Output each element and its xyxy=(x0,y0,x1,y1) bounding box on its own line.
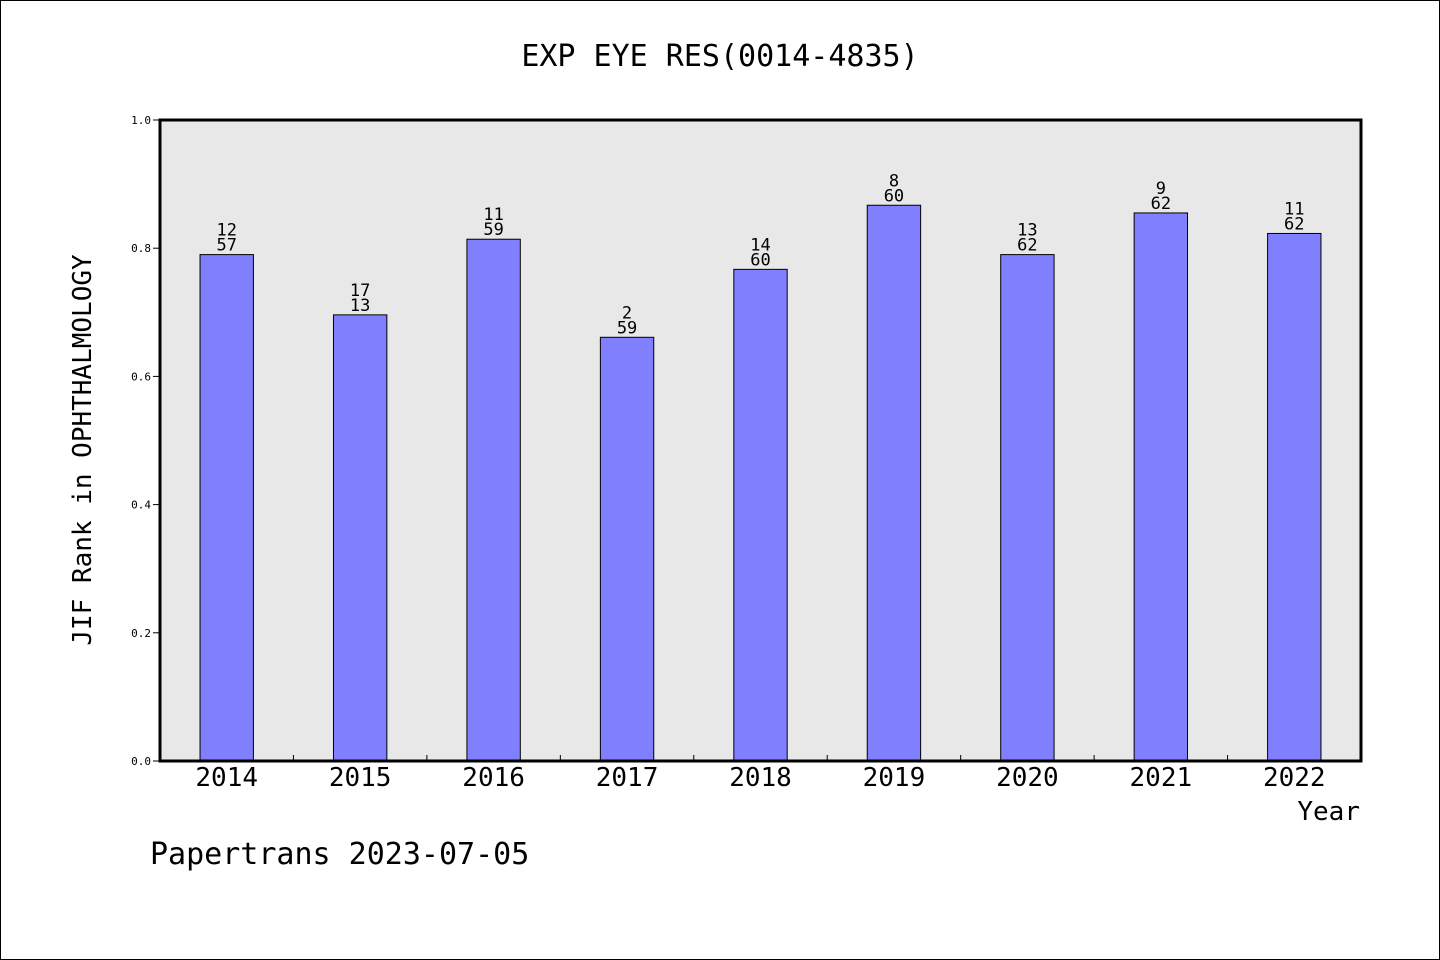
bar-label-bottom-2022: 62 xyxy=(1284,214,1304,234)
x-tick-label-2014: 2014 xyxy=(195,763,258,793)
bar-2019 xyxy=(866,204,922,762)
x-tick-label-2015: 2015 xyxy=(329,763,392,793)
bar-label-bottom-2016: 59 xyxy=(483,220,503,240)
y-tick-label-0.0: 0.0 xyxy=(131,755,151,768)
x-tick-label-2017: 2017 xyxy=(596,763,659,793)
bar-label-bottom-2021: 62 xyxy=(1151,194,1171,214)
bar-label-top-2020: 13 xyxy=(1017,221,1037,241)
bar-label-top-2014: 12 xyxy=(216,221,236,241)
bar-label-bottom-2014: 57 xyxy=(216,236,236,256)
bar-label-bottom-2015: 13 xyxy=(350,296,370,316)
bar-2015 xyxy=(332,314,388,762)
y-tick-label-1.0: 1.0 xyxy=(131,114,151,127)
bar-label-top-2022: 11 xyxy=(1284,199,1304,219)
y-axis-ticks: 0.0 0.2 0.4 0.6 0.8 1.0 xyxy=(131,114,160,768)
bar-label-bottom-2018: 60 xyxy=(750,250,770,270)
bar-label-bottom-2020: 62 xyxy=(1017,236,1037,256)
x-tick-label-2018: 2018 xyxy=(729,763,792,793)
bar-label-top-2021: 9 xyxy=(1156,179,1166,199)
bar-2016 xyxy=(466,238,521,762)
bar-label-top-2016: 11 xyxy=(483,205,503,225)
bar-label-top-2018: 14 xyxy=(750,235,770,255)
bar-label-bottom-2019: 60 xyxy=(884,186,904,206)
y-tick-label-0.8: 0.8 xyxy=(131,242,151,255)
bar-2017 xyxy=(599,336,655,762)
footer-credit: Papertrans 2023-07-05 xyxy=(150,837,529,872)
x-tick-label-2016: 2016 xyxy=(462,763,525,793)
x-tick-label-2021: 2021 xyxy=(1130,763,1193,793)
bar-2018 xyxy=(733,268,788,762)
y-tick-label-0.6: 0.6 xyxy=(131,370,151,383)
bar-2014 xyxy=(199,254,254,762)
x-axis-label: Year xyxy=(1297,797,1360,827)
y-tick-label-0.2: 0.2 xyxy=(131,627,151,640)
x-axis-ticks: 2014 2015 2016 2017 2018 2019 2020 2021 2022 xyxy=(195,755,1326,793)
bar-2022 xyxy=(1267,232,1322,762)
bar-label-top-2017: 2 xyxy=(622,303,632,323)
y-tick-label-0.4: 0.4 xyxy=(131,499,151,512)
bar-label-top-2019: 8 xyxy=(889,171,899,191)
bar-2020 xyxy=(1000,254,1055,762)
bar-label-bottom-2017: 59 xyxy=(617,318,637,338)
x-tick-label-2019: 2019 xyxy=(863,763,926,793)
chart-title: EXP EYE RES(0014-4835) xyxy=(521,39,918,74)
y-axis-label: JIF Rank in OPHTHALMOLOGY xyxy=(68,254,98,646)
bars-group xyxy=(199,204,1322,762)
bar-label-top-2015: 17 xyxy=(350,281,370,301)
plot-border xyxy=(158,118,1363,763)
bar-2021 xyxy=(1133,212,1189,762)
x-tick-label-2020: 2020 xyxy=(996,763,1059,793)
x-tick-label-2022: 2022 xyxy=(1263,763,1326,793)
